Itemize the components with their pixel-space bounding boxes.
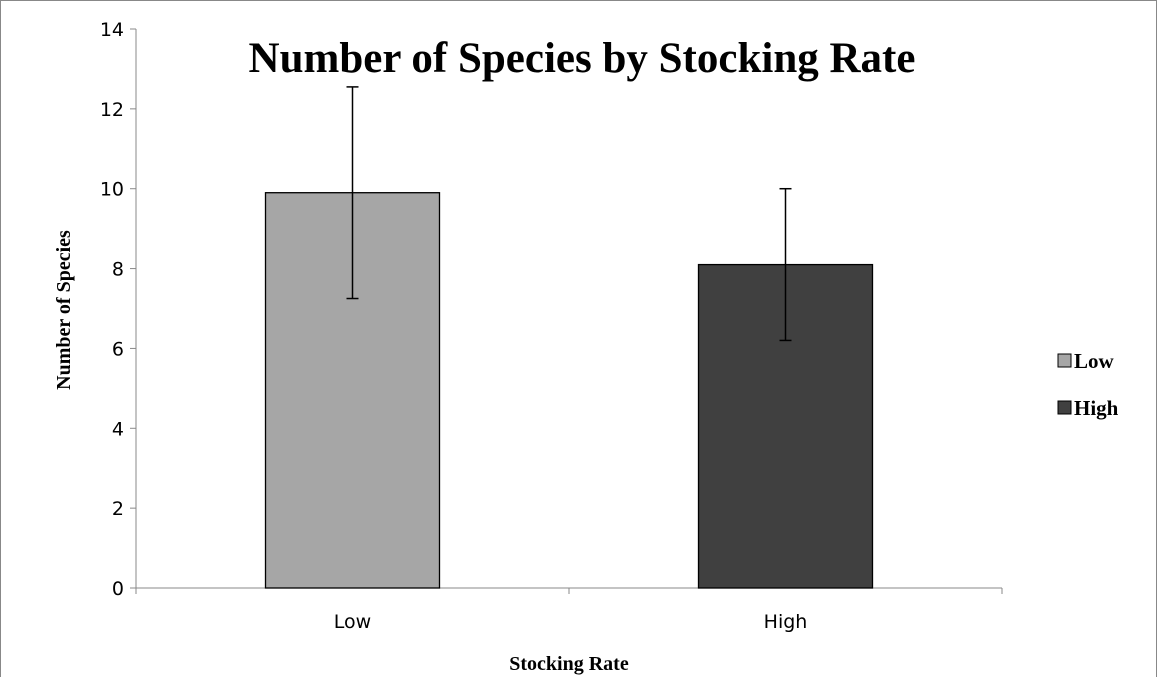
legend-swatch-low (1057, 353, 1072, 368)
y-tick-label: 12 (100, 99, 124, 121)
legend-swatch-high (1057, 400, 1072, 415)
x-category-label: High (764, 611, 808, 633)
legend-label-high: High (1074, 396, 1119, 420)
y-tick-label: 2 (112, 498, 124, 520)
y-tick-label: 8 (112, 259, 124, 281)
plot-area: 0 2 4 6 8 10 12 14 Low High (100, 19, 1003, 633)
legend-label-low: Low (1074, 349, 1115, 373)
y-tick-label: 4 (112, 418, 124, 440)
y-tick-label: 6 (112, 338, 124, 360)
chart-title: Number of Species by Stocking Rate (249, 35, 916, 82)
y-tick-label: 14 (100, 19, 124, 41)
x-axis-title: Stocking Rate (509, 653, 629, 675)
chart-legend: Low High (1057, 349, 1119, 420)
y-tick-label: 10 (100, 179, 124, 201)
y-tick-label: 0 (112, 578, 124, 600)
x-category-label: Low (334, 611, 371, 633)
y-axis-title: Number of Species (53, 230, 75, 390)
